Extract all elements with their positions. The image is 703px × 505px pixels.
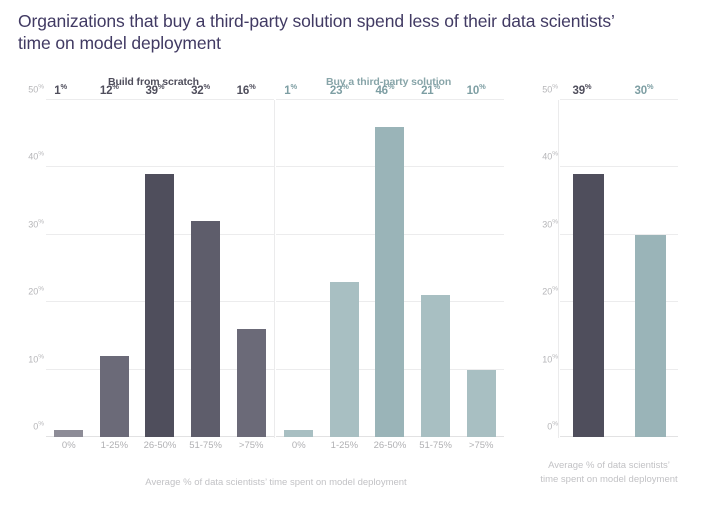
bar-value-label: 21% <box>421 82 440 97</box>
gridline-50 <box>560 99 678 100</box>
bar-slot: 32% <box>183 82 229 437</box>
bar-Buy a third-party solution[interactable]: 30% <box>634 82 666 437</box>
y-tick-label-50: 50% <box>28 83 44 95</box>
bar-slot: 30% <box>622 82 678 437</box>
y-tick-label-40: 40% <box>542 150 558 162</box>
x-tick-label-26-50%: 26-50% <box>143 440 177 451</box>
bar-value-label: 46% <box>375 82 395 97</box>
chart-panel-buy-third-party: 1% 23% 46% 21% 10% <box>276 82 504 437</box>
bar->75%[interactable]: 16% <box>236 82 266 437</box>
x-tick-label->75%: >75% <box>468 440 494 451</box>
x-tick-label-51-75%: 51-75% <box>419 440 452 451</box>
bar-51-75%[interactable]: 21% <box>421 82 451 437</box>
y-axis-left: 50% 40% 30% 20% 10% 0% <box>10 84 44 437</box>
y-tick-label-0: 0% <box>547 420 558 432</box>
bar-value-label: 1% <box>54 82 67 97</box>
bar-value-label: 30% <box>634 82 654 97</box>
axis-caption-average-line1: Average % of data scientists’ <box>548 460 670 471</box>
bar-slot: 12% <box>92 82 138 437</box>
bar-slot: 39% <box>137 82 183 437</box>
bar-slot: 1% <box>276 82 322 437</box>
bar-0%[interactable]: 1% <box>284 82 314 437</box>
x-axis-buy-third-party: 0% 1-25% 26-50% 51-75% >75% <box>276 440 504 458</box>
bar-value-label: 39% <box>572 82 592 97</box>
y-tick-label-0: 0% <box>33 420 44 432</box>
gridline-10 <box>560 368 678 370</box>
bar-1-25%[interactable]: 12% <box>99 82 129 437</box>
chart-panel-build-from-scratch: 1% 12% 39% 32% 16% <box>46 82 274 437</box>
panel-divider-right <box>558 100 559 438</box>
bar-slot: 10% <box>458 82 504 437</box>
panel-header-buy-third-party: Buy a third-party solution <box>326 76 452 88</box>
x-tick-label-51-75%: 51-75% <box>189 440 222 451</box>
bar-group-build-from-scratch: 1% 12% 39% 32% 16% <box>46 82 274 437</box>
gridline-20 <box>560 301 678 303</box>
y-tick-label-20: 20% <box>542 285 558 297</box>
bar-26-50%[interactable]: 46% <box>375 82 405 437</box>
bar-slot: 1% <box>46 82 92 437</box>
bar-value-label: 10% <box>466 82 486 97</box>
x-tick-label->75%: >75% <box>238 440 264 451</box>
bar-slot: 23% <box>322 82 368 437</box>
bar-value-label: 39% <box>145 82 165 97</box>
bar-26-50%[interactable]: 39% <box>145 82 175 437</box>
bar-slot: 39% <box>560 82 616 437</box>
x-tick-label-0%: 0% <box>61 440 76 451</box>
axis-caption-main: Average % of data scientists’ time spent… <box>145 477 407 488</box>
y-tick-label-10: 10% <box>28 353 44 365</box>
bar-0%[interactable]: 1% <box>54 82 84 437</box>
x-axis-build-from-scratch: 0% 1-25% 26-50% 51-75% >75% <box>46 440 274 458</box>
y-tick-label-20: 20% <box>28 285 44 297</box>
y-axis-right: 50% 40% 30% 20% 10% 0% <box>524 84 558 437</box>
y-tick-label-40: 40% <box>28 150 44 162</box>
bar-value-label: 32% <box>191 82 210 97</box>
x-tick-label-26-50%: 26-50% <box>373 440 407 451</box>
y-tick-label-50: 50% <box>542 83 558 95</box>
gridline-50 <box>276 99 504 100</box>
axis-caption-average-line2: time spent on model deployment <box>540 474 678 485</box>
x-tick-label-0%: 0% <box>291 440 306 451</box>
gridline-40 <box>46 166 274 168</box>
gridline-50 <box>46 99 274 100</box>
x-tick-label-1-25%: 1-25% <box>330 440 359 451</box>
bar-slot: 46% <box>367 82 413 437</box>
bar-value-label: 23% <box>329 82 349 97</box>
gridline-0 <box>560 436 678 437</box>
bar-slot: 16% <box>228 82 274 437</box>
bar-51-75%[interactable]: 32% <box>191 82 221 437</box>
axis-caption-average: Average % of data scientists’ time spent… <box>515 459 703 487</box>
bar-group-buy-third-party: 1% 23% 46% 21% 10% <box>276 82 504 437</box>
bar-slot: 21% <box>413 82 459 437</box>
bar-Build from scratch[interactable]: 39% <box>572 82 604 437</box>
bar-value-label: 16% <box>236 82 256 97</box>
bar-value-label: 12% <box>99 82 119 97</box>
panel-header-build-from-scratch: Build from scratch <box>108 76 199 88</box>
y-tick-label-30: 30% <box>542 218 558 230</box>
chart-panel-average: 39% 30% <box>560 82 678 437</box>
bar-value-label: 1% <box>284 82 297 97</box>
bar-group-average: 39% 30% <box>560 82 678 437</box>
gridline-30 <box>560 233 678 235</box>
gridline-40 <box>560 166 678 168</box>
x-tick-label-1-25%: 1-25% <box>100 440 129 451</box>
bar->75%[interactable]: 10% <box>466 82 496 437</box>
y-tick-label-10: 10% <box>542 353 558 365</box>
page-title: Organizations that buy a third-party sol… <box>18 11 615 53</box>
y-tick-label-30: 30% <box>28 218 44 230</box>
bar-1-25%[interactable]: 23% <box>329 82 359 437</box>
panel-divider <box>274 100 275 438</box>
